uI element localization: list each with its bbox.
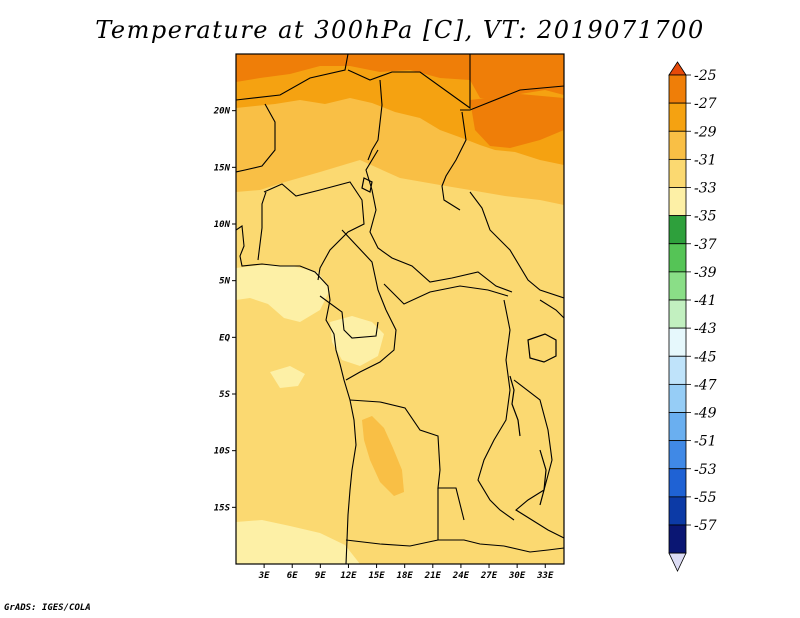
lake-malawi [539,449,547,506]
colorbar-bottom-arrow [668,552,687,573]
temp-fill-southwest-cool [236,520,360,564]
colorbar-label: -47 [694,377,717,393]
lake-chad [361,177,373,193]
colorbar-label: -53 [694,462,717,478]
border-drc-angola [349,399,465,521]
border-sudan-ethiopia [460,85,564,111]
colorbar: -25 -27 -29 -31 -33 -35 -37 -39 -41 -43 -45 -47 -49 -… [668,61,717,573]
temp-fill-gulf-cool [236,265,330,322]
y-tick-label: 5N [219,277,230,287]
y-tick-label: EQ [219,333,230,343]
x-tick-label: 30E [508,571,526,581]
colorbar-label: -45 [694,349,717,365]
y-tick-label: 5S [219,390,230,400]
colorbar-label: -49 [694,406,717,422]
x-tick-label: 6E [287,571,298,581]
footer-credit: GrADS: IGES/COLA [4,603,91,613]
colorbar-box [668,468,687,498]
colorbar-box [668,158,687,188]
map-plot: 20N 15N 10N 5N EQ 5S 10S 15S 3E 6E 9E 12E 15E 18E 21E… [213,53,717,581]
lake-tanganyika [509,375,521,437]
border-car-drc [383,283,509,305]
colorbar-box [668,299,687,329]
x-tick-label: 33E [536,571,554,581]
x-tick-label: 24E [452,571,470,581]
border-nigeria-cameroon [263,181,365,281]
colorbar-box [668,412,687,442]
colorbar-box [668,496,687,526]
plot-frame [235,53,565,565]
border-congo-drc [345,309,397,381]
colorbar-box [668,130,687,160]
x-tick-label: 18E [397,571,414,581]
border-ethiopia-sudan [469,191,564,299]
border-chad-niger [347,54,471,110]
colorbar-label: -37 [694,237,717,253]
border-gabon-congo [319,295,379,339]
country-boundaries [236,54,564,564]
x-tick-label: 12E [340,571,357,581]
colorbar-label: -29 [694,124,717,140]
border-mali-niger [236,103,276,173]
lake-victoria [527,333,557,363]
temp-fill-northeast-warm [470,94,564,148]
temp-fill-north-warm [236,54,564,100]
x-tick-label: 9E [315,571,326,581]
border-libya-sudan [236,54,349,101]
y-tick-label: 15S [214,503,231,513]
y-tick-label: 10N [214,220,231,230]
border-chad-sudan [365,149,513,293]
border-drc-east [477,299,515,521]
y-tick-label: 15N [214,163,231,173]
border-sahel-east [441,111,467,211]
colorbar-label: -51 [694,434,717,450]
colorbar-box [668,215,687,245]
colorbar-box [668,327,687,357]
border-angola-zambia [437,488,505,547]
colorbar-box [668,271,687,301]
colorbar-box [668,383,687,413]
colorbar-label: -33 [694,181,717,197]
colorbar-label: -25 [694,68,717,84]
x-tick-label: 21E [424,571,442,581]
border-zambia-mozambique [503,545,564,553]
x-tick-label: 3E [258,571,270,581]
coastline-west-africa [236,225,357,564]
y-tick-label: 20N [213,107,231,117]
colorbar-label: -35 [694,209,717,225]
temp-fill-angola-warm [362,416,404,496]
x-tick-label: 27E [480,571,498,581]
colorbar-label: -43 [694,321,717,337]
border-niger-chad-south [367,79,383,161]
x-axis: 3E 6E 9E 12E 15E 18E 21E 24E 27E 30E 33E [258,564,554,581]
temp-fill-atlantic-cool [270,366,305,388]
y-axis: 20N 15N 10N 5N EQ 5S 10S 15S [213,107,236,513]
colorbar-top-arrow [668,61,687,76]
border-tanzania [513,379,564,539]
border-east-africa [539,299,564,319]
border-nigeria-benin [257,191,267,261]
colorbar-box [668,102,687,132]
colorbar-label: -41 [694,293,717,309]
colorbar-label: -27 [694,96,717,112]
colorbar-box [668,187,687,217]
colorbar-label: -39 [694,265,717,281]
colorbar-box [668,355,687,385]
colorbar-box [668,74,687,104]
border-cameroon-car [341,229,387,311]
colorbar-box [668,243,687,273]
colorbar-label: -55 [694,490,717,506]
map-title: Temperature at 300hPa [C], VT: 201907170… [95,16,705,44]
lakes [361,177,557,506]
colorbar-label: -31 [694,152,717,168]
colorbar-label: -57 [694,518,717,534]
colorbar-box [668,440,687,470]
x-tick-label: 15E [368,571,385,581]
y-tick-label: 10S [214,447,231,457]
border-angola-namibia [345,539,439,547]
temperature-field [236,54,564,564]
colorbar-box [668,524,687,554]
